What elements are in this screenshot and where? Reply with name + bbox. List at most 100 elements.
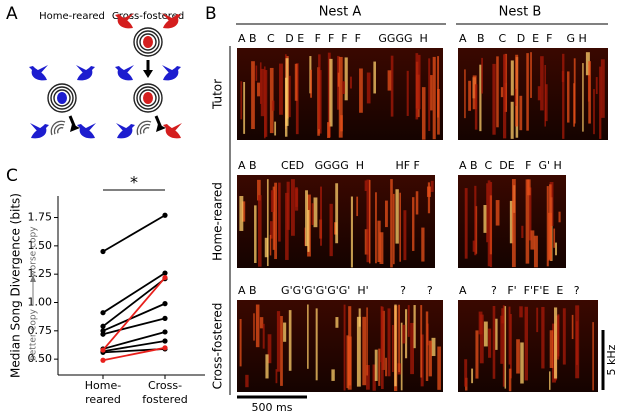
spectrogram-streak: [255, 304, 260, 348]
spectrogram-streak: [548, 212, 552, 261]
bird-icon: [29, 65, 48, 81]
series-line: [102, 340, 166, 353]
column-label: Home-reared: [39, 11, 105, 22]
series-point: [162, 301, 168, 307]
spectrogram-streak: [307, 304, 309, 369]
series-point: [162, 270, 168, 276]
spectrogram-streak: [318, 54, 321, 130]
spectrogram-streak: [464, 69, 466, 119]
nest-ring: [136, 30, 160, 54]
spectrogram-streak: [270, 221, 273, 239]
spectrogram-streak: [313, 197, 318, 228]
series-line: [102, 331, 166, 350]
spectrogram-streak: [407, 305, 410, 337]
spectrogram-streak: [359, 68, 363, 113]
egg: [57, 92, 67, 104]
arrowhead: [143, 70, 153, 78]
spectrogram-streak: [259, 62, 262, 104]
spectrogram-streak: [475, 330, 479, 379]
spectrogram-streak: [264, 237, 269, 258]
spectrogram-streak: [515, 54, 519, 127]
spectrogram-streak: [394, 304, 397, 387]
annotation-arrowhead: [30, 275, 36, 282]
bird-body: [116, 123, 135, 139]
spectrogram-streak: [239, 196, 244, 231]
spectrogram-streak: [366, 307, 368, 376]
spectrogram-streak: [284, 77, 288, 137]
spectrogram-streak: [567, 71, 570, 123]
spectrogram-streak: [392, 193, 395, 265]
spectrogram-streak: [432, 56, 436, 140]
spectrogram-streak: [366, 72, 371, 104]
spectrogram-streak: [286, 181, 290, 230]
row-label: Home-reared: [211, 182, 225, 261]
spectrogram-streak: [264, 70, 268, 137]
series-point: [100, 357, 106, 363]
spectrogram-streak: [479, 64, 482, 132]
spectrogram-streak: [428, 340, 432, 377]
series-line: [102, 302, 166, 332]
spectrogram-streak: [495, 200, 500, 226]
spectrogram-streak: [270, 190, 274, 212]
sound-wave: [136, 120, 152, 136]
bird-body: [162, 65, 181, 81]
sound-wave: [53, 123, 65, 135]
spectrogram-streak: [373, 61, 376, 94]
spectrogram-streak: [387, 308, 391, 377]
spectrogram-streak: [403, 210, 407, 261]
spectrogram-streak: [276, 311, 281, 372]
syllable-labels: A B G'G'G'G'G'G' H' ? ?: [238, 284, 433, 297]
spectrogram-streak: [595, 77, 598, 95]
nest-icon: [47, 83, 77, 113]
spectrogram-streak: [346, 335, 349, 389]
x-tick-label-box: Cross- fostered: [142, 379, 187, 406]
bird-icon: [77, 123, 96, 139]
spectrogram-streak: [471, 368, 474, 384]
spectrogram-streak: [552, 323, 556, 383]
spectrogram-streak: [540, 56, 544, 111]
spectrogram-streak: [555, 315, 560, 360]
spectrogram-streak: [478, 311, 483, 335]
sound-wave: [143, 127, 150, 134]
spectrogram-streak: [428, 58, 431, 131]
spectrogram-streak: [486, 183, 489, 243]
spectrogram-streak: [384, 200, 388, 228]
spectrogram-streak: [585, 52, 590, 76]
spectrogram-streak: [562, 308, 566, 365]
spectrogram-streak: [488, 328, 492, 358]
spectrogram-streak: [487, 180, 491, 267]
series-point: [100, 331, 106, 337]
x-tick-label-box: Home- reared: [85, 379, 121, 406]
spectrogram-streak: [254, 205, 257, 263]
spectrogram-streak: [347, 336, 352, 390]
series-line: [102, 346, 166, 362]
spectrogram-streak: [492, 63, 496, 135]
spectrogram-streak: [430, 180, 434, 192]
spectrogram-streak: [483, 205, 487, 233]
spectrogram-streak: [417, 54, 421, 110]
spectrogram-streak: [504, 306, 507, 389]
spectrogram-streak: [279, 63, 283, 115]
spectrogram-streak: [240, 81, 243, 120]
spectrogram-streak: [372, 364, 376, 391]
spectrogram-streak: [510, 314, 512, 379]
spectrogram-streak: [315, 308, 318, 381]
series-line: [102, 214, 166, 253]
spectrogram-streak: [588, 61, 591, 124]
series-point: [162, 212, 168, 218]
spectrogram-streak: [430, 75, 433, 111]
spectrogram-streak: [573, 83, 575, 127]
spectrogram-streak: [472, 240, 476, 252]
spectrogram-streak: [427, 182, 431, 214]
spectrogram-streak: [307, 209, 310, 252]
spectrogram-streak: [496, 56, 499, 128]
spectrogram-streak: [269, 67, 274, 134]
series-point: [100, 248, 106, 255]
spectrogram-streak: [582, 63, 584, 132]
syllable-labels: A B C D E F F F F GGGG H: [238, 32, 428, 45]
spectrogram-streak: [510, 101, 514, 139]
spectrogram-streak: [536, 307, 539, 333]
arrowhead: [70, 124, 80, 132]
series-line: [102, 272, 166, 314]
